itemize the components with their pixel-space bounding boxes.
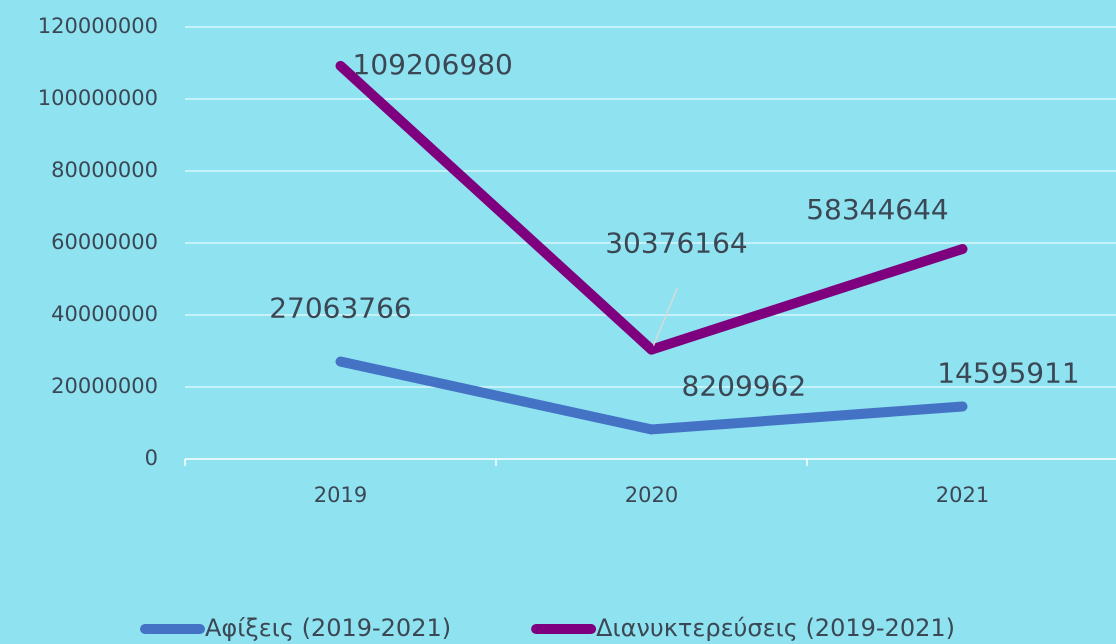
leader-line (652, 287, 679, 346)
x-tick-label: 2021 (936, 483, 989, 507)
y-tick-label: 120000000 (38, 14, 158, 38)
data-label: 109206980 (353, 48, 513, 81)
y-tick-label: 80000000 (51, 158, 158, 182)
series-line (335, 60, 968, 355)
y-tick-label: 0 (145, 446, 158, 470)
x-tick-label: 2019 (314, 483, 367, 507)
data-label: 27063766 (269, 292, 412, 325)
series-line (335, 356, 968, 435)
y-tick-label: 20000000 (51, 374, 158, 398)
data-label: 14595911 (937, 356, 1080, 389)
x-tick-label: 2020 (625, 483, 678, 507)
data-label: 58344644 (806, 193, 949, 226)
data-label: 30376164 (605, 227, 748, 260)
y-tick-label: 40000000 (51, 302, 158, 326)
y-tick-label: 100000000 (38, 86, 158, 110)
data-label: 8209962 (682, 369, 807, 402)
legend-label: Διανυκτερεύσεις (2019-2021) (596, 614, 955, 642)
y-tick-label: 60000000 (51, 230, 158, 254)
legend-label: Αφίξεις (2019-2021) (205, 614, 451, 642)
